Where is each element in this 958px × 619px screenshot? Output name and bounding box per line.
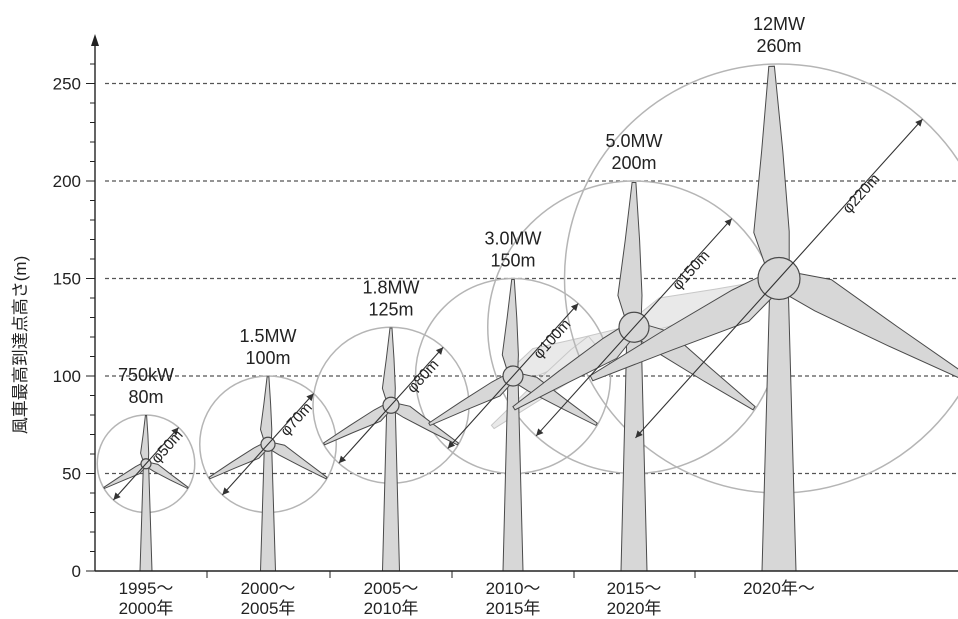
rating-label: 12MW (753, 14, 805, 34)
rating-label: 3.0MW (484, 229, 541, 249)
blade (322, 403, 390, 446)
tower (761, 278, 797, 572)
rating-label: 750kW (118, 365, 174, 385)
arrowhead (306, 393, 314, 402)
arrowhead (635, 430, 643, 438)
blade (753, 65, 790, 267)
tower (139, 463, 153, 572)
diameter-line (535, 218, 733, 437)
period-label: 2015年 (486, 599, 541, 618)
tower (381, 404, 401, 572)
period-label: 2020年 (607, 599, 662, 618)
diameter-label: φ70m (277, 399, 316, 439)
axes-layer (86, 34, 958, 578)
rating-label: 5.0MW (605, 131, 662, 151)
arrowhead (113, 492, 121, 500)
period-label: 2005～ (364, 579, 419, 598)
blade (140, 415, 150, 462)
diameter-line (338, 346, 444, 464)
blade (617, 182, 643, 320)
diameter-line (447, 303, 579, 449)
blade (103, 462, 146, 490)
blade (512, 325, 633, 411)
gridlines-layer (105, 82, 958, 475)
arrowhead (435, 347, 444, 355)
height-label: 200m (611, 153, 656, 173)
y-tick-label: 200 (53, 172, 81, 191)
arrowhead (447, 440, 456, 449)
arrowhead (222, 487, 230, 495)
blade (784, 272, 958, 378)
diameter-line (221, 393, 315, 496)
period-label: 2000～ (241, 579, 296, 598)
y-tick-label: 100 (53, 367, 81, 386)
height-label: 125m (368, 299, 413, 319)
period-label: 2010～ (486, 579, 541, 598)
period-label: 2005年 (241, 599, 296, 618)
blade (259, 376, 273, 441)
arrowhead (338, 455, 347, 464)
blade (428, 374, 512, 427)
rating-label: 1.5MW (239, 326, 296, 346)
blade (269, 442, 328, 480)
diameter-arrows-layer (112, 118, 923, 501)
arrowhead (724, 218, 732, 227)
tower (259, 443, 277, 572)
arrowhead (915, 119, 923, 127)
arrowhead (570, 303, 579, 312)
y-tick-label: 250 (53, 75, 81, 94)
height-label: 80m (128, 387, 163, 407)
diameter-line (112, 427, 180, 501)
arrowhead (171, 427, 179, 436)
period-label: 2010年 (364, 599, 419, 618)
diameter-label: φ50m (148, 427, 187, 467)
y-tick-label: 150 (53, 270, 81, 289)
height-label: 260m (756, 36, 801, 56)
diameter-line (635, 118, 923, 439)
arrowhead (536, 428, 544, 436)
blade (381, 327, 396, 402)
period-label: 2020年～ (743, 579, 815, 598)
y-axis-label: 風車最高到達点高さ(m) (11, 256, 30, 434)
y-tick-label: 50 (62, 465, 81, 484)
diameter-label: φ220m (839, 171, 883, 217)
blade (392, 402, 460, 446)
period-label: 2015～ (607, 579, 662, 598)
height-label: 100m (245, 348, 290, 368)
blades-layer (103, 65, 958, 490)
period-label: 1995～ (119, 579, 174, 598)
blade (501, 279, 519, 371)
y-axis-arrow (91, 34, 99, 46)
rating-label: 1.8MW (362, 277, 419, 297)
height-label: 150m (490, 251, 535, 271)
y-tick-label: 0 (72, 562, 81, 581)
blade (208, 442, 268, 480)
period-label: 2000年 (119, 599, 174, 618)
towers-layer (139, 278, 797, 572)
diameter-label: φ150m (669, 247, 713, 293)
blade (146, 462, 189, 490)
